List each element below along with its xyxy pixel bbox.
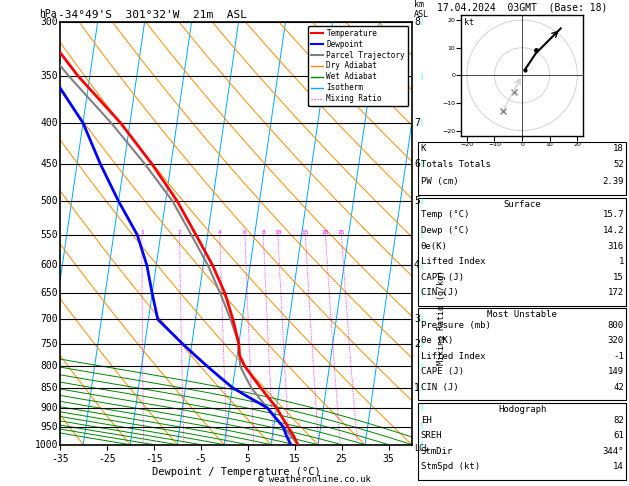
Text: 15: 15: [302, 230, 309, 235]
Text: |: |: [420, 231, 423, 238]
Text: © weatheronline.co.uk: © weatheronline.co.uk: [258, 474, 371, 484]
Text: km
ASL: km ASL: [414, 0, 429, 19]
Text: -34°49'S  301°32'W  21m  ASL: -34°49'S 301°32'W 21m ASL: [58, 10, 247, 20]
Text: 18: 18: [613, 144, 624, 153]
Text: 17.04.2024  03GMT  (Base: 18): 17.04.2024 03GMT (Base: 18): [437, 2, 607, 13]
X-axis label: Dewpoint / Temperature (°C): Dewpoint / Temperature (°C): [152, 467, 320, 477]
Text: |: |: [420, 340, 423, 347]
Text: 400: 400: [40, 118, 58, 128]
Text: CIN (J): CIN (J): [421, 288, 459, 297]
Text: 320: 320: [608, 336, 624, 346]
Text: 1: 1: [618, 257, 624, 266]
Text: 25: 25: [338, 230, 345, 235]
Text: 900: 900: [40, 403, 58, 413]
Text: 6: 6: [414, 159, 420, 169]
Text: 2.39: 2.39: [603, 177, 624, 186]
Text: 8: 8: [262, 230, 265, 235]
Text: EH: EH: [421, 416, 431, 425]
Text: CIN (J): CIN (J): [421, 383, 459, 392]
Text: |: |: [420, 290, 423, 297]
Text: |: |: [420, 423, 423, 430]
Text: 316: 316: [608, 242, 624, 251]
Text: 2: 2: [414, 339, 420, 348]
Text: 300: 300: [40, 17, 58, 27]
Text: 3: 3: [414, 314, 420, 325]
Text: 6: 6: [243, 230, 247, 235]
Text: 344°: 344°: [603, 447, 624, 456]
Text: 14: 14: [613, 462, 624, 471]
Text: Most Unstable: Most Unstable: [487, 310, 557, 319]
Text: 20: 20: [321, 230, 329, 235]
Text: 4: 4: [414, 260, 420, 270]
Text: |: |: [420, 161, 423, 168]
Text: -1: -1: [613, 352, 624, 361]
Text: |: |: [420, 384, 423, 391]
Text: Pressure (mb): Pressure (mb): [421, 321, 491, 330]
Text: CAPE (J): CAPE (J): [421, 367, 464, 377]
Text: 500: 500: [40, 196, 58, 206]
Text: 61: 61: [613, 431, 624, 440]
Text: |: |: [420, 404, 423, 411]
Text: 14.2: 14.2: [603, 226, 624, 235]
Text: 5: 5: [414, 196, 420, 206]
Text: StmSpd (kt): StmSpd (kt): [421, 462, 480, 471]
Text: |: |: [420, 72, 423, 80]
Text: 800: 800: [40, 361, 58, 371]
Text: |: |: [420, 120, 423, 126]
Text: kt: kt: [464, 18, 474, 27]
Text: θe(K): θe(K): [421, 242, 448, 251]
Text: Hodograph: Hodograph: [498, 405, 546, 414]
Text: Dewp (°C): Dewp (°C): [421, 226, 469, 235]
Text: SREH: SREH: [421, 431, 442, 440]
Text: 4: 4: [218, 230, 222, 235]
Text: 7: 7: [414, 118, 420, 128]
Text: 650: 650: [40, 288, 58, 298]
Text: 600: 600: [40, 260, 58, 270]
Text: 149: 149: [608, 367, 624, 377]
Text: 1000: 1000: [35, 440, 58, 450]
Text: |: |: [420, 18, 423, 25]
Text: hPa: hPa: [39, 9, 57, 19]
Text: StmDir: StmDir: [421, 447, 453, 456]
Text: 172: 172: [608, 288, 624, 297]
Text: Lifted Index: Lifted Index: [421, 352, 486, 361]
Text: K: K: [421, 144, 426, 153]
Text: 8: 8: [414, 17, 420, 27]
Text: 52: 52: [613, 160, 624, 170]
Text: |: |: [420, 262, 423, 269]
Text: CAPE (J): CAPE (J): [421, 273, 464, 282]
Text: PW (cm): PW (cm): [421, 177, 459, 186]
Text: |: |: [420, 363, 423, 370]
Text: 450: 450: [40, 159, 58, 169]
Text: 850: 850: [40, 382, 58, 393]
Text: 1: 1: [140, 230, 143, 235]
Text: Lifted Index: Lifted Index: [421, 257, 486, 266]
Text: 800: 800: [608, 321, 624, 330]
Text: LCL: LCL: [414, 444, 429, 453]
Text: 700: 700: [40, 314, 58, 325]
Text: Surface: Surface: [503, 200, 541, 209]
Text: 2: 2: [177, 230, 181, 235]
Text: 550: 550: [40, 230, 58, 240]
Text: 10: 10: [274, 230, 282, 235]
Text: Mixing Ratio (g/kg): Mixing Ratio (g/kg): [437, 270, 446, 365]
Text: |: |: [420, 316, 423, 323]
Text: 15.7: 15.7: [603, 210, 624, 220]
Text: 1: 1: [414, 382, 420, 393]
Text: 82: 82: [613, 416, 624, 425]
Text: Temp (°C): Temp (°C): [421, 210, 469, 220]
Text: 750: 750: [40, 339, 58, 348]
Text: 350: 350: [40, 71, 58, 81]
Text: θe (K): θe (K): [421, 336, 453, 346]
Text: |: |: [420, 441, 423, 448]
Text: |: |: [420, 198, 423, 205]
Legend: Temperature, Dewpoint, Parcel Trajectory, Dry Adiabat, Wet Adiabat, Isotherm, Mi: Temperature, Dewpoint, Parcel Trajectory…: [308, 26, 408, 106]
Text: Totals Totals: Totals Totals: [421, 160, 491, 170]
Text: 42: 42: [613, 383, 624, 392]
Text: 950: 950: [40, 422, 58, 432]
Text: 15: 15: [613, 273, 624, 282]
